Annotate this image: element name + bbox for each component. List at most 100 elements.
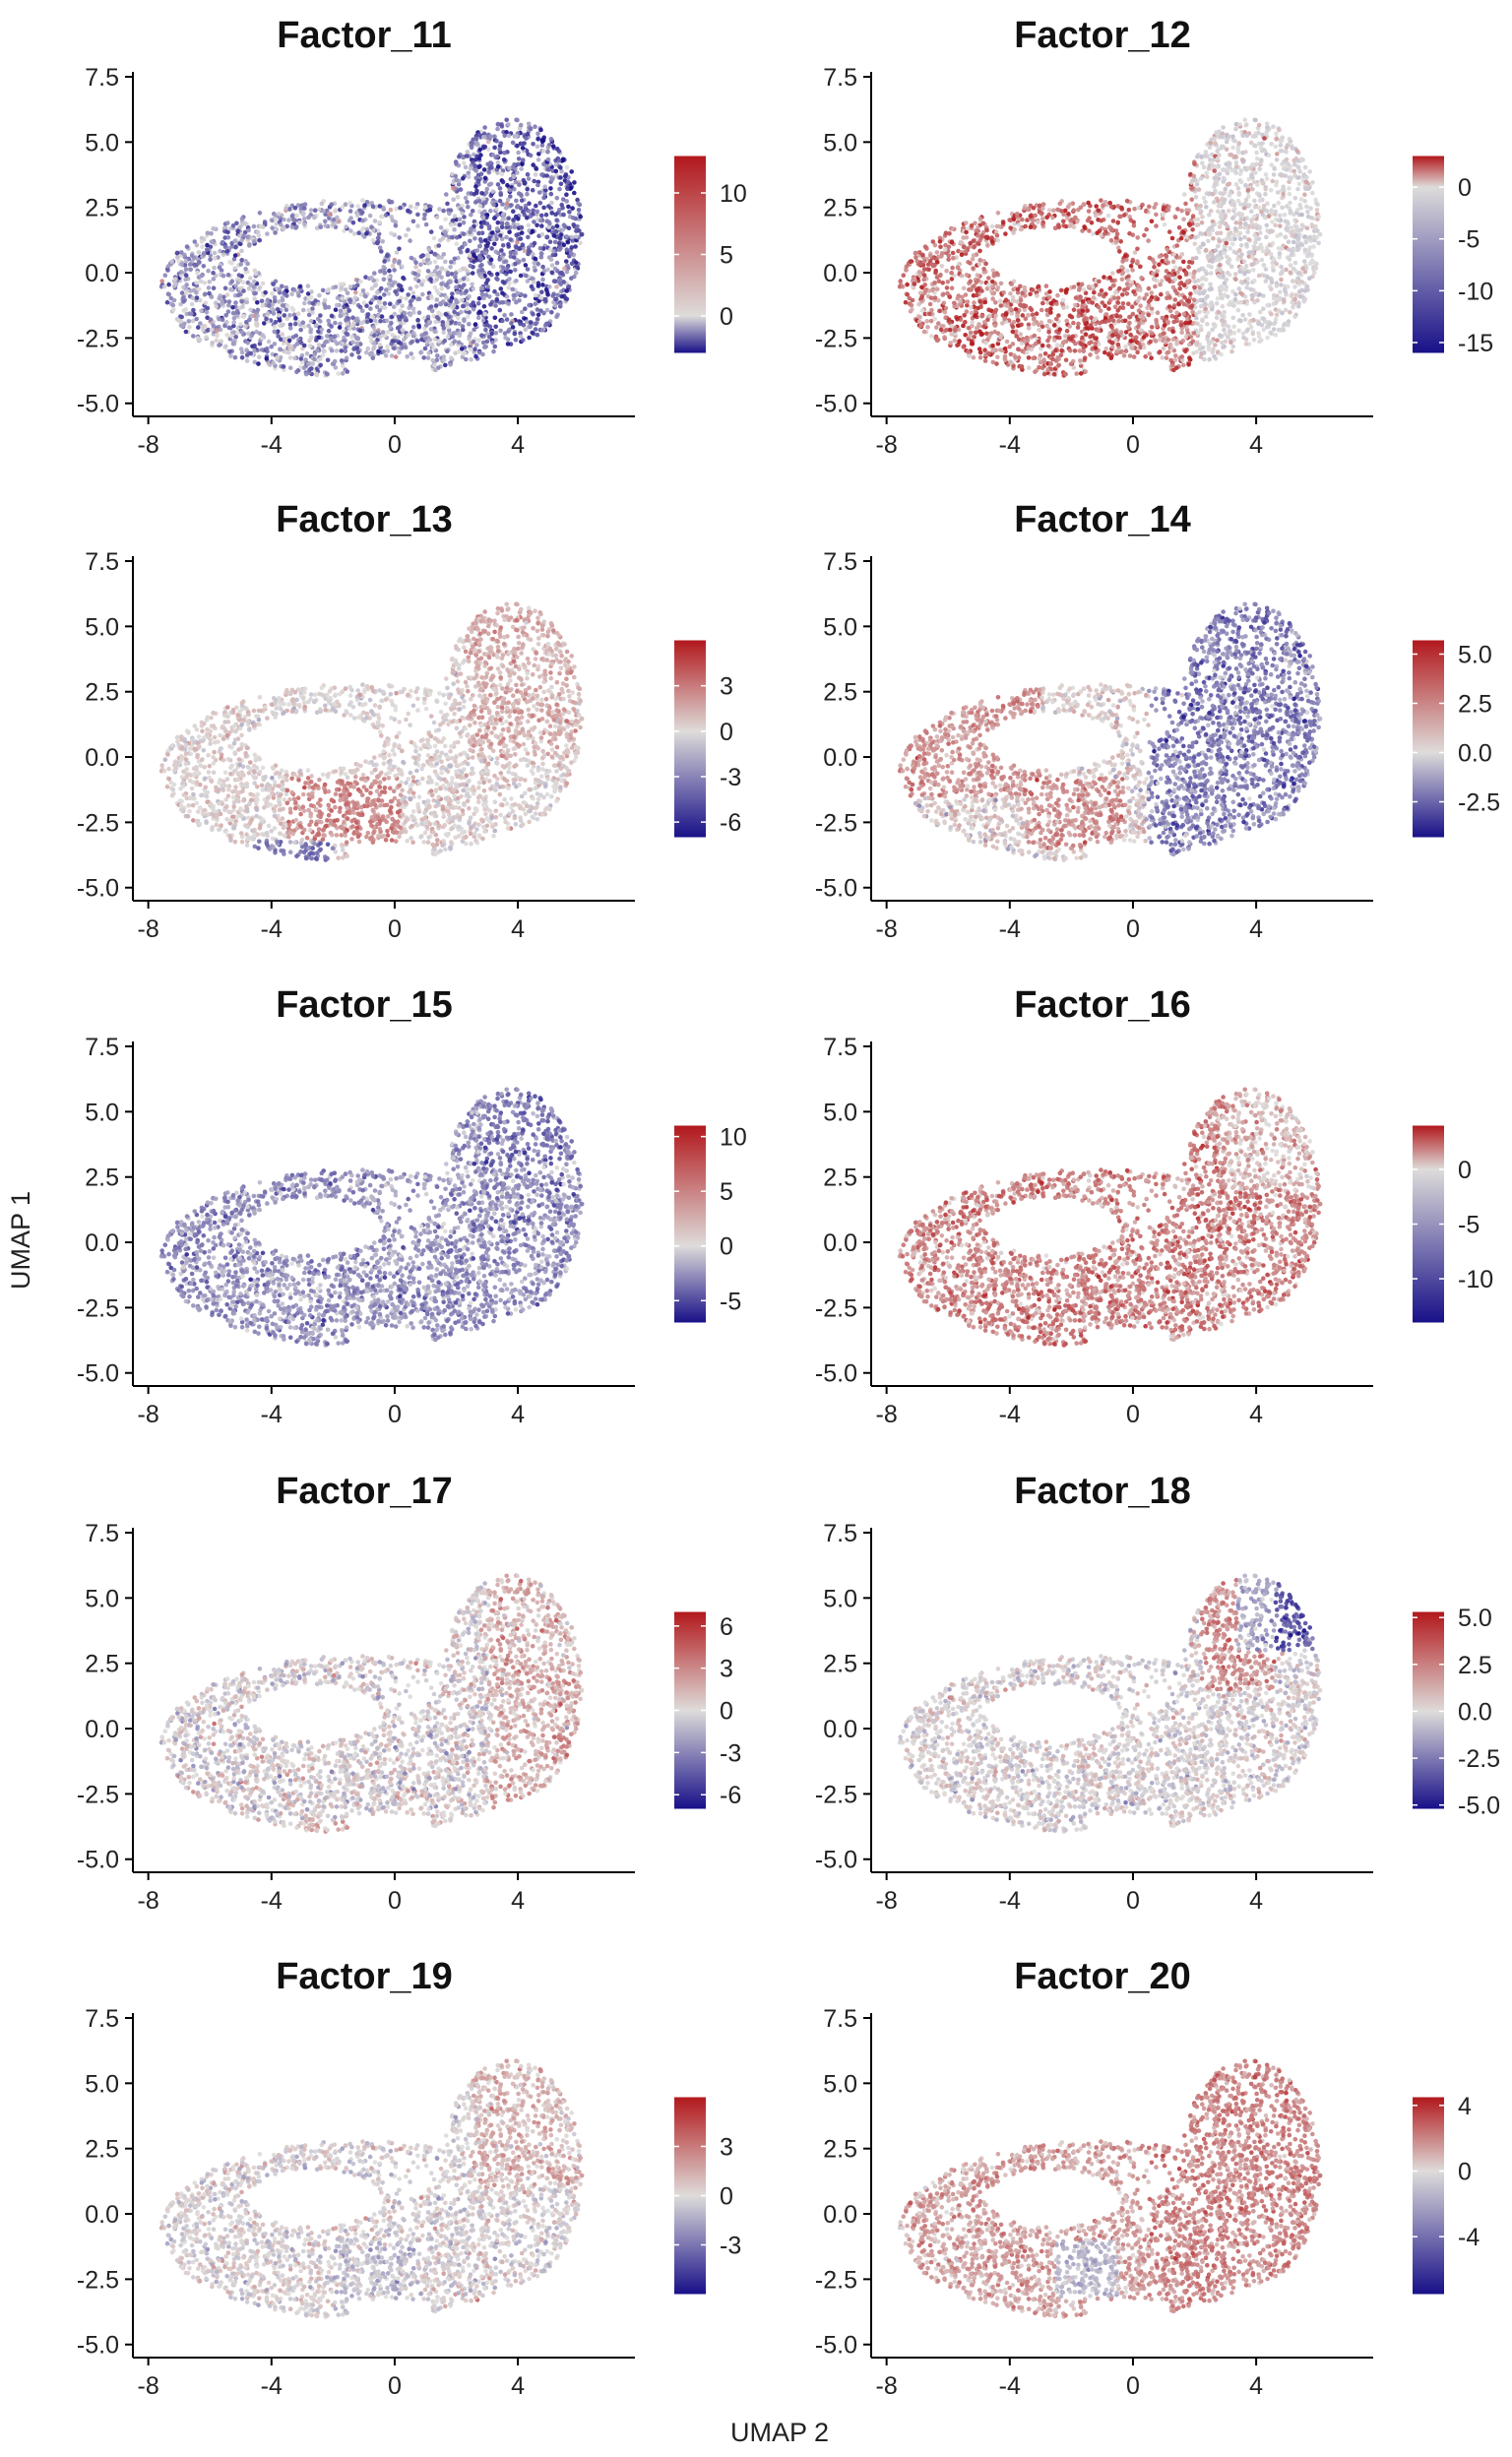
point [1147,351,1152,356]
point [505,182,510,188]
point [368,352,373,357]
point [541,149,546,154]
point [1003,231,1008,236]
point [500,243,506,248]
point [1242,317,1248,322]
point [1251,268,1256,273]
point [468,238,472,244]
point [1143,354,1148,359]
point [1017,222,1022,227]
point [1123,344,1128,349]
point [252,347,257,353]
point [1032,315,1037,321]
point [433,303,439,308]
point [293,333,299,339]
point [532,265,537,270]
point [464,154,470,158]
point [547,221,552,226]
point [1271,172,1277,177]
point [1292,284,1297,289]
point [1173,353,1178,358]
point [1274,312,1280,318]
point [1227,181,1232,187]
point [1046,335,1052,341]
point [981,266,986,272]
y-tick-label: 0.0 [85,260,119,287]
point [217,343,221,348]
point [461,220,467,225]
point [488,193,494,198]
point [1284,292,1289,297]
point [949,239,955,245]
point [378,269,383,274]
point [545,149,550,155]
point [272,324,278,330]
point [479,274,484,280]
point [239,329,244,335]
point [260,333,266,338]
point [418,350,423,355]
point [990,296,995,301]
point [300,320,306,326]
point [339,358,345,363]
point [303,296,308,301]
point [238,346,244,351]
point [1128,263,1134,269]
point [1230,315,1236,321]
point [249,333,254,339]
point [239,237,244,243]
point [474,343,479,347]
point [1201,195,1207,201]
point [514,205,520,210]
point [422,346,428,351]
point [1050,356,1055,362]
point [1115,308,1120,313]
point [315,316,321,322]
point [383,353,389,358]
point [224,319,229,325]
point [410,290,416,295]
point [1008,291,1013,296]
point [1298,197,1304,202]
point [165,264,171,269]
point [982,358,988,363]
point [1239,157,1245,162]
point [1210,259,1215,264]
point [543,298,548,304]
point [316,301,321,307]
point [1082,224,1087,229]
point [556,241,562,246]
point [1214,179,1220,185]
point [451,303,457,309]
point [277,286,283,292]
point [1288,200,1292,206]
point [1127,353,1133,358]
point [532,260,536,266]
point [1280,195,1285,201]
point [1198,211,1203,216]
point [463,350,468,356]
point [240,304,245,310]
point [564,259,569,264]
point [1041,357,1046,362]
point [184,244,190,249]
point [1270,240,1276,246]
point [1254,157,1260,161]
point [556,208,562,213]
point [436,255,441,260]
point [1130,268,1135,273]
point [1086,200,1091,206]
point [556,149,562,154]
point [1122,318,1128,324]
point [333,320,338,326]
point [240,280,246,285]
point [408,312,413,318]
point [1299,242,1305,248]
point [389,230,394,236]
point [1269,162,1274,167]
point [307,367,312,372]
point [354,346,360,350]
point [485,139,491,145]
point [964,235,970,240]
point [284,303,290,309]
